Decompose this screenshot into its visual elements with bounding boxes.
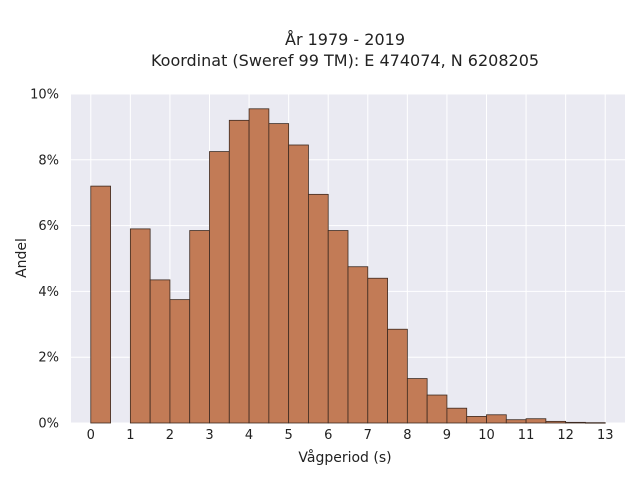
chart-title-line-1: År 1979 - 2019 — [285, 30, 405, 49]
x-tick-label: 11 — [518, 428, 535, 443]
y-tick-label: 0% — [38, 417, 59, 432]
histogram-bar — [268, 123, 290, 424]
histogram-bar — [406, 378, 428, 424]
x-tick-label: 13 — [597, 428, 614, 443]
x-tick-label: 3 — [205, 428, 213, 443]
x-tick-label: 6 — [324, 428, 332, 443]
x-tick-label: 0 — [87, 428, 95, 443]
y-tick-label: 6% — [38, 219, 59, 234]
histogram-bar — [308, 193, 329, 424]
y-tick-label: 4% — [38, 285, 59, 300]
histogram-bar — [209, 151, 230, 424]
x-tick-label: 2 — [166, 428, 174, 443]
histogram-bar — [189, 230, 210, 424]
histogram-bar — [466, 416, 487, 424]
bars — [90, 108, 606, 424]
histogram-bar — [129, 228, 151, 424]
histogram-bar — [347, 266, 369, 424]
histogram-bar — [248, 108, 270, 424]
x-tick-label: 7 — [364, 428, 372, 443]
histogram-bar — [228, 119, 250, 424]
y-tick-label: 2% — [38, 351, 59, 366]
x-tick-label: 5 — [285, 428, 293, 443]
histogram-bar — [486, 414, 507, 424]
histogram-bar — [426, 394, 448, 424]
histogram-bar — [505, 419, 527, 424]
histogram-bar — [565, 421, 586, 424]
y-axis-label: Andel — [14, 238, 30, 278]
x-tick-label: 9 — [443, 428, 451, 443]
histogram-bar — [525, 418, 547, 424]
y-tick-label: 10% — [30, 88, 59, 103]
x-tick-label: 4 — [245, 428, 253, 443]
y-tick-label: 8% — [38, 153, 59, 168]
histogram-bar — [446, 407, 468, 424]
histogram-bar — [90, 185, 111, 424]
x-tick-labels: 0 1 2 3 4 5 6 7 8 9 10 11 12 13 — [87, 428, 614, 443]
histogram-bar — [288, 144, 309, 424]
x-tick-label: 8 — [403, 428, 411, 443]
x-axis-label: Vågperiod (s) — [298, 449, 391, 466]
x-tick-label: 12 — [557, 428, 574, 443]
x-tick-label: 10 — [478, 428, 495, 443]
histogram-bar — [169, 299, 191, 424]
histogram-bar — [545, 420, 567, 424]
histogram-bar — [585, 422, 606, 424]
x-tick-label: 1 — [126, 428, 134, 443]
histogram-bar — [149, 279, 171, 424]
chart-title-line-2: Koordinat (Sweref 99 TM): E 474074, N 62… — [151, 51, 539, 70]
histogram-bar — [367, 277, 388, 424]
histogram-bar — [387, 328, 408, 424]
y-tick-labels: 0% 2% 4% 6% 8% 10% — [30, 88, 59, 432]
histogram-bar — [327, 230, 349, 424]
